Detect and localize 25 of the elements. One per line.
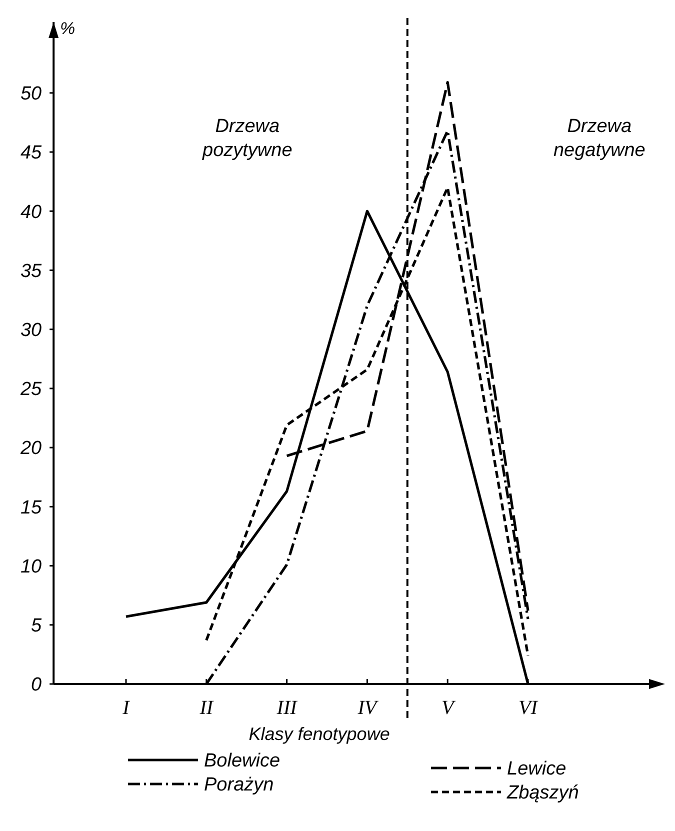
y-tick-label: 25 bbox=[19, 379, 42, 400]
y-tick-label: 40 bbox=[20, 202, 42, 223]
legend-label: Porażyn bbox=[204, 774, 274, 796]
y-tick-label: 0 bbox=[31, 674, 42, 696]
y-tick-label: 30 bbox=[20, 320, 42, 342]
legend-label: Zbąszyń bbox=[506, 782, 579, 804]
legend-label: Lewice bbox=[507, 758, 566, 780]
y-tick-label: 15 bbox=[20, 497, 42, 518]
annotation: Drzewa negatywne bbox=[553, 116, 646, 161]
y-tick-label: 35 bbox=[20, 260, 42, 282]
y-tick-label: 10 bbox=[20, 556, 42, 578]
x-tick-label: III bbox=[276, 697, 298, 719]
y-tick-label: 45 bbox=[20, 142, 42, 164]
x-tick-label: V bbox=[441, 697, 456, 719]
annotation: Drzewa pozytywne bbox=[202, 116, 292, 161]
y-axis-title: % bbox=[60, 19, 76, 38]
y-tick-label: 20 bbox=[19, 438, 42, 460]
legend-label: Bolewice bbox=[204, 750, 280, 772]
y-tick-label: 5 bbox=[31, 616, 42, 637]
x-tick-label: I bbox=[122, 697, 131, 719]
y-tick-label: 50 bbox=[20, 84, 42, 105]
x-axis-title: Klasy fenotypowe bbox=[248, 724, 390, 744]
x-tick-label: IV bbox=[356, 697, 380, 719]
x-tick-label: II bbox=[198, 697, 214, 719]
x-tick-label: VI bbox=[518, 697, 539, 719]
